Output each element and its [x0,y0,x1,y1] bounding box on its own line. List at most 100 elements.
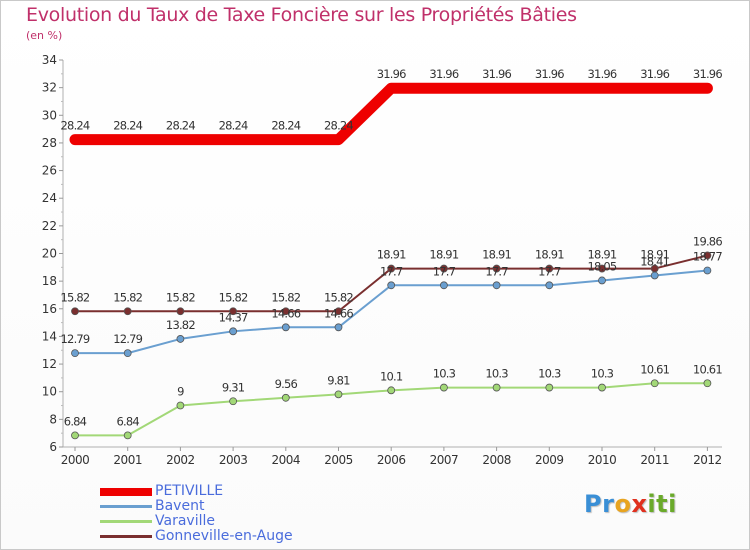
data-point [71,349,79,358]
data-label: 31.96 [535,67,564,81]
data-label: 17.7 [485,264,508,278]
data-label: 18.91 [377,248,406,262]
logo-part: o [614,490,632,518]
data-label: 28.24 [324,119,353,133]
y-tick-label: 20 [42,247,57,261]
x-tick-label: 2001 [113,453,142,467]
data-label: 17.7 [538,264,561,278]
data-label: 10.1 [380,369,403,383]
data-label: 15.82 [61,290,90,304]
data-label: 31.96 [429,67,458,81]
x-tick-label: 2004 [272,453,301,467]
legend-label: PETIVILLE [155,483,224,499]
y-tick-label: 24 [42,191,57,205]
data-label: 13.82 [166,318,195,332]
logo-part: Pr [584,490,615,518]
data-label: 28.24 [219,119,248,133]
y-tick-label: 26 [42,164,57,178]
data-point [387,264,396,273]
data-point [334,390,343,399]
x-tick-label: 2006 [377,453,406,467]
data-point [176,335,185,343]
y-tick-label: 14 [42,329,57,343]
data-point [598,383,606,392]
y-tick-label: 32 [42,81,57,95]
data-label: 10.3 [433,367,456,381]
data-label: 31.96 [482,67,511,81]
data-label: 19.86 [693,234,722,248]
data-label: 15.82 [113,290,142,304]
legend-label: Varaville [155,513,215,529]
y-tick-label: 18 [42,274,57,288]
data-point [545,281,554,290]
data-point [492,383,501,392]
data-label: 6.84 [64,414,87,428]
data-point [123,349,132,358]
data-label: 18.77 [693,250,722,264]
data-point [703,251,712,260]
data-point [650,264,659,273]
y-tick-label: 8 [49,412,57,426]
x-tick-label: 2010 [588,453,617,467]
data-point [598,276,606,285]
logo-part: x [631,490,648,518]
data-label: 12.79 [61,332,90,346]
data-point [650,379,659,388]
data-label: 28.24 [271,119,300,133]
legend-swatch-bavent [100,505,152,508]
data-point [545,264,554,273]
legend-swatch-petiville [100,488,152,496]
data-label: 10.61 [693,362,722,376]
x-tick-label: 2002 [166,453,195,467]
data-point [598,264,606,273]
data-label: 14.66 [271,306,300,320]
data-label: 15.82 [166,290,195,304]
data-label: 18.41 [640,254,669,268]
data-point [703,379,712,388]
legend-swatch-gonneville [100,535,152,538]
data-point [123,307,132,316]
data-label: 31.96 [640,67,669,81]
data-point [650,271,659,280]
data-label: 28.24 [61,119,90,133]
data-label: 31.96 [693,67,722,81]
data-point [229,327,238,336]
y-tick-label: 16 [42,302,57,316]
data-point [439,383,448,392]
data-point [387,386,396,395]
data-label: 18.91 [482,248,511,262]
data-label: 17.7 [433,264,456,278]
data-point [387,281,396,290]
data-point [229,397,238,406]
x-tick-label: 2003 [219,453,248,467]
data-label: 6.84 [116,414,139,428]
data-label: 9.31 [222,380,245,394]
data-label: 17.7 [380,264,403,278]
data-label: 15.82 [271,290,300,304]
x-tick-label: 2000 [61,453,90,467]
data-label: 10.61 [640,362,669,376]
data-label: 14.66 [324,306,353,320]
legend-swatch-varaville [100,520,152,523]
y-tick-label: 30 [42,108,57,122]
data-point [229,307,238,316]
data-point [281,393,290,402]
data-point [545,383,554,392]
data-point [281,323,290,332]
data-point [334,307,343,316]
chart-title: Evolution du Taux de Taxe Foncière sur l… [26,4,577,26]
data-label: 28.24 [113,119,142,133]
data-point [123,431,132,440]
data-label: 12.79 [113,332,142,346]
x-tick-label: 2012 [693,453,722,467]
data-label: 15.82 [219,290,248,304]
data-label: 18.91 [588,248,617,262]
legend-label: Bavent [155,498,205,514]
x-tick-label: 2005 [324,453,353,467]
data-label: 10.3 [591,367,614,381]
x-tick-label: 2007 [430,453,459,467]
data-point [281,307,290,316]
data-label: 9 [177,385,184,399]
data-label: 15.82 [324,290,353,304]
